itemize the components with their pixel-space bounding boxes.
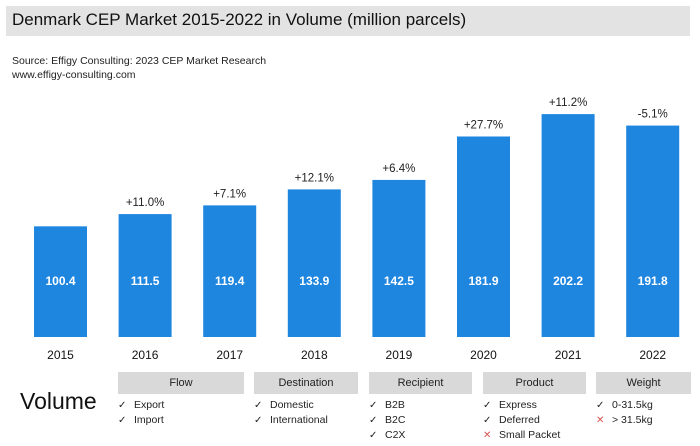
cross-icon: ✕: [483, 430, 492, 441]
growth-label-2021: +11.2%: [549, 97, 587, 109]
year-label-2022: 2022: [639, 348, 666, 362]
legend-item: ✕ > 31.5kg: [596, 413, 691, 428]
year-label-2017: 2017: [216, 348, 243, 362]
check-icon: ✓: [369, 415, 378, 426]
year-label-2015: 2015: [47, 348, 74, 362]
legend-item: ✕ Small Packet: [483, 428, 586, 443]
legend-item: ✓ Domestic: [254, 398, 358, 413]
growth-label-2018: +12.1%: [295, 172, 334, 184]
legend-item-text: International: [270, 414, 328, 426]
growth-label-2022: -5.1%: [638, 109, 668, 121]
chart-title: Denmark CEP Market 2015-2022 in Volume (…: [12, 10, 467, 29]
flow-category: Flow ✓ Export ✓ Import: [118, 372, 244, 426]
bar-2016: [118, 214, 172, 337]
value-label-2015: 100.4: [45, 274, 75, 288]
product-items: ✓ Express ✓ Deferred ✕ Small Packet: [483, 398, 586, 443]
source-text: Source: Effigy Consulting: 2023 CEP Mark…: [12, 55, 267, 67]
legend-item-text: Small Packet: [499, 429, 561, 441]
value-label-2021: 202.2: [553, 274, 583, 288]
legend-item-text: C2X: [385, 429, 406, 441]
bar-2015: [34, 226, 87, 337]
value-label-2017: 119.4: [215, 274, 245, 288]
product-category: Product ✓ Express ✓ Deferred ✕ Small Packet: [483, 372, 586, 441]
weight-items: ✓ 0-31.5kg ✕ > 31.5kg: [596, 398, 691, 428]
legend-item: ✓ Import: [118, 413, 244, 428]
legend-item: ✓ C2X: [369, 428, 472, 443]
legend-item-text: Import: [134, 414, 164, 426]
destination-category: Destination ✓ Domestic ✓ International: [254, 372, 358, 426]
legend-item: ✓ Export: [118, 398, 244, 413]
weight-category: Weight ✓ 0-31.5kg ✕ > 31.5kg: [596, 372, 691, 426]
value-label-2022: 191.8: [638, 274, 668, 288]
check-icon: ✓: [369, 400, 378, 411]
legend-item-text: Deferred: [499, 414, 540, 426]
legend-item: ✓ B2C: [369, 413, 472, 428]
bar-2018: [287, 189, 341, 337]
legend-item: ✓ 0-31.5kg: [596, 398, 691, 413]
value-label-2019: 142.5: [384, 274, 414, 288]
legend-item: ✓ International: [254, 413, 358, 428]
legend-item-text: Export: [134, 399, 165, 411]
check-icon: ✓: [369, 430, 378, 441]
title-bar: Denmark CEP Market 2015-2022 in Volume (…: [6, 6, 690, 36]
check-icon: ✓: [254, 400, 263, 411]
legend-item: ✓ B2B: [369, 398, 472, 413]
check-icon: ✓: [596, 400, 605, 411]
source-note: Source: Effigy Consulting: 2023 CEP Mark…: [12, 54, 266, 82]
growth-label-2020: +27.7%: [464, 119, 503, 131]
weight-header: Weight: [596, 372, 691, 394]
value-label-2018: 133.9: [299, 274, 329, 288]
bar-2020: [457, 136, 510, 337]
recipient-header: Recipient: [369, 372, 472, 394]
flow-header: Flow: [118, 372, 244, 394]
legend-item: ✓ Express: [483, 398, 586, 413]
year-label-2018: 2018: [301, 348, 328, 362]
bar-2017: [203, 205, 257, 337]
legend-item-text: B2C: [385, 414, 406, 426]
legend-item-text: 0-31.5kg: [612, 399, 653, 411]
year-label-2019: 2019: [386, 348, 413, 362]
destination-items: ✓ Domestic ✓ International: [254, 398, 358, 428]
source-url: www.effigy-consulting.com: [12, 69, 136, 81]
volume-label: Volume: [20, 388, 97, 414]
flow-items: ✓ Export ✓ Import: [118, 398, 244, 428]
growth-label-2019: +6.4%: [382, 163, 415, 175]
legend-item: ✓ Deferred: [483, 413, 586, 428]
year-label-2016: 2016: [132, 348, 159, 362]
check-icon: ✓: [483, 415, 492, 426]
product-header: Product: [483, 372, 586, 394]
value-label-2016: 111.5: [131, 274, 160, 288]
destination-header: Destination: [254, 372, 358, 394]
legend-item-text: B2B: [385, 399, 405, 411]
recipient-category: Recipient ✓ B2B ✓ B2C ✓ C2X: [369, 372, 472, 441]
legend-item-text: > 31.5kg: [612, 414, 653, 426]
bar-2021: [541, 114, 595, 337]
check-icon: ✓: [254, 415, 263, 426]
bar-2019: [372, 179, 426, 337]
check-icon: ✓: [483, 400, 492, 411]
year-label-2020: 2020: [470, 348, 497, 362]
growth-label-2016: +11.0%: [126, 197, 164, 209]
bar-2022: [626, 125, 680, 338]
recipient-items: ✓ B2B ✓ B2C ✓ C2X: [369, 398, 472, 443]
legend-item-text: Domestic: [270, 399, 314, 411]
cross-icon: ✕: [596, 415, 605, 426]
check-icon: ✓: [118, 400, 127, 411]
growth-label-2017: +7.1%: [213, 188, 246, 200]
legend-item-text: Express: [499, 399, 537, 411]
value-label-2020: 181.9: [468, 274, 498, 288]
year-label-2021: 2021: [555, 348, 582, 362]
check-icon: ✓: [118, 415, 127, 426]
